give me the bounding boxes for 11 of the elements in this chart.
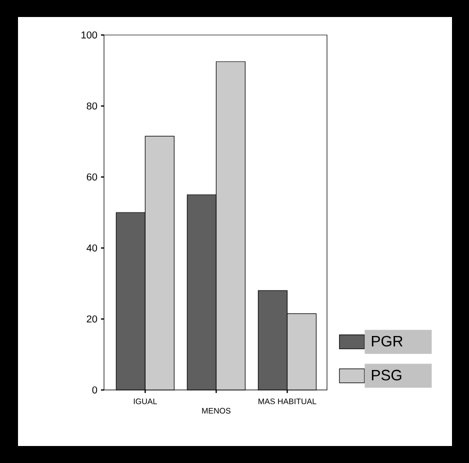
x-tick-label: MENOS (202, 408, 231, 414)
x-tick-label: MAS HABITUAL (258, 398, 316, 404)
y-tick-label: 20 (86, 315, 98, 323)
y-tick-label: 0 (92, 386, 98, 394)
legend-label: PGR (372, 336, 403, 346)
y-tick-label: 60 (86, 173, 98, 181)
legend-label: PSG (372, 370, 402, 380)
y-tick-label: 40 (86, 244, 98, 252)
y-tick-label: 100 (82, 31, 98, 39)
x-tick-label: IGUAL (134, 398, 157, 404)
y-tick-label: 80 (86, 102, 98, 110)
